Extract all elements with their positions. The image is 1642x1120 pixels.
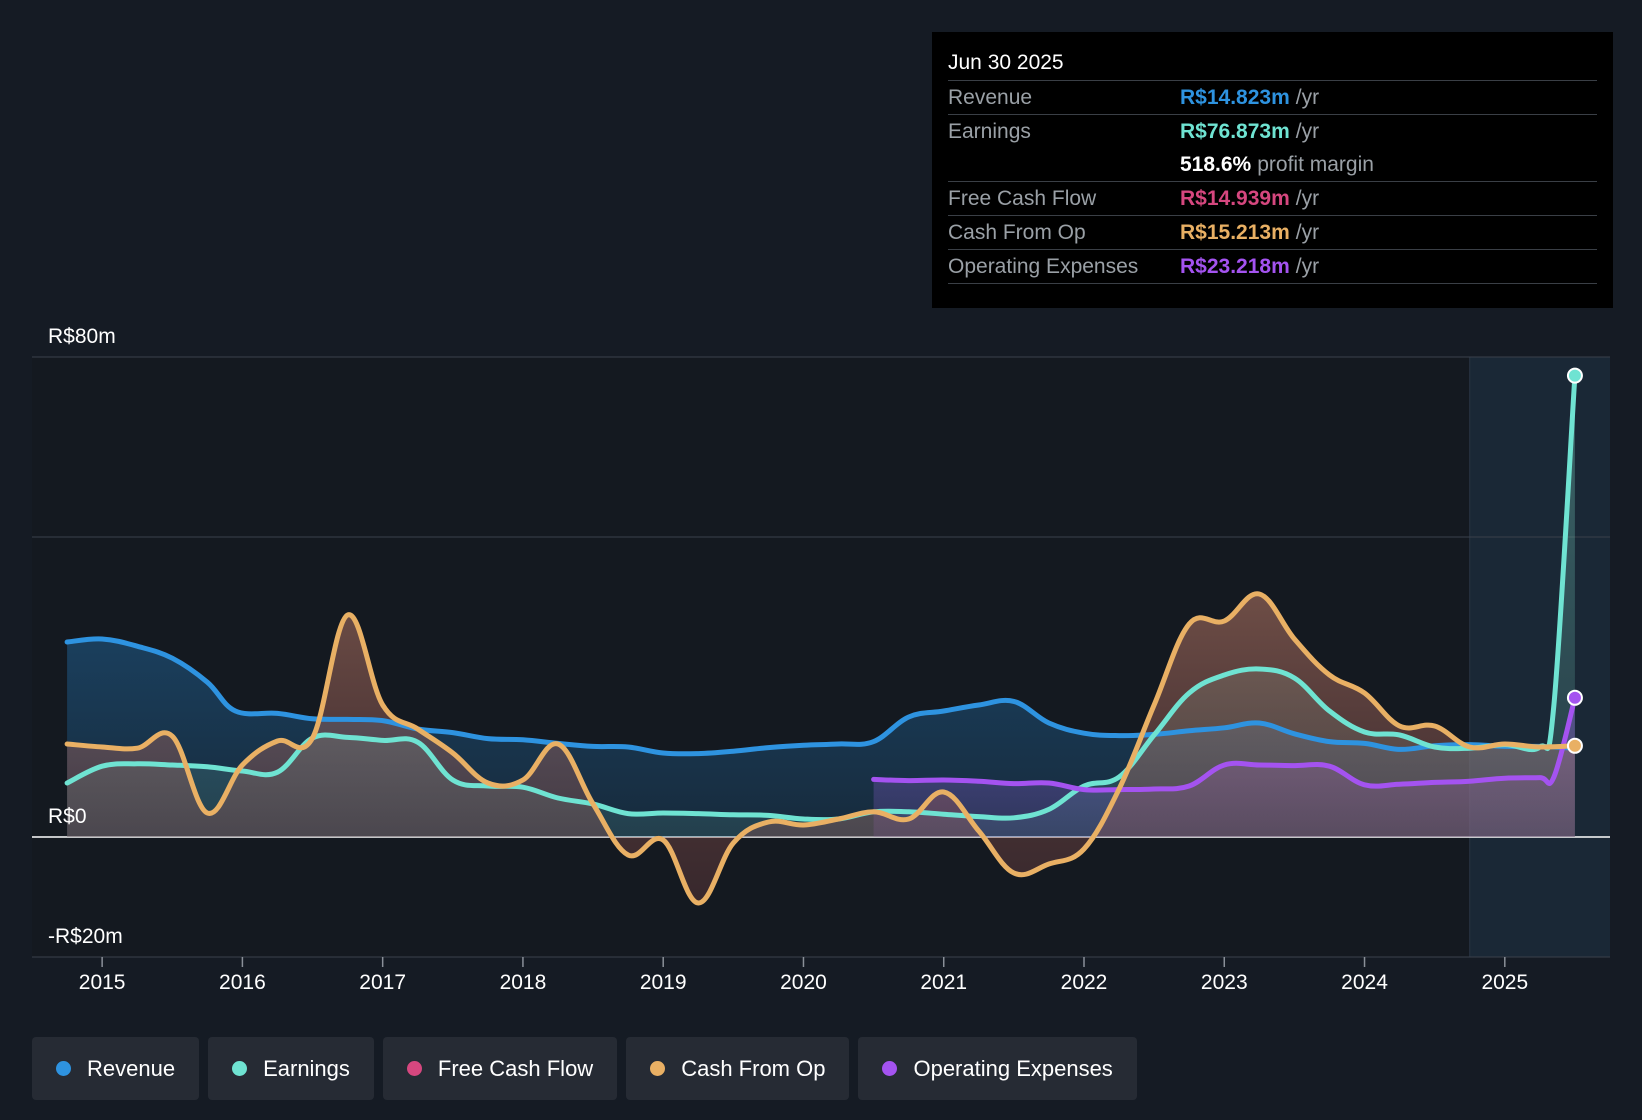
x-tick-label: 2016	[219, 971, 266, 994]
y-axis-labels: R$80m R$0 -R$20m	[48, 325, 123, 948]
y-tick-label: R$0	[48, 805, 87, 828]
tooltip-row-earnings: Earnings R$76.873m /yr	[948, 114, 1597, 148]
x-tick-label: 2018	[500, 971, 547, 994]
revenue-dot-icon	[56, 1061, 71, 1076]
earnings-dot-icon	[232, 1061, 248, 1076]
tooltip-label: Earnings	[948, 119, 1031, 143]
forecast-band	[1469, 357, 1610, 957]
x-tick-label: 2022	[1061, 971, 1108, 994]
operating-expenses-line	[871, 695, 1578, 793]
tooltip-value: R$14.823m	[1180, 85, 1290, 109]
tooltip-date: Jun 30 2025	[948, 51, 1064, 74]
x-tick-label: 2025	[1481, 971, 1528, 994]
tooltip-row-profit-margin: 518.6% profit margin	[948, 148, 1597, 181]
tooltip-value: R$14.939m	[1180, 186, 1290, 210]
tooltip-unit: /yr	[1295, 85, 1320, 109]
tooltip-row-revenue: Revenue R$14.823m /yr	[948, 80, 1597, 114]
operating-expenses-end-marker	[1566, 689, 1583, 706]
tooltip-unit: /yr	[1295, 220, 1320, 244]
legend-label: Revenue	[87, 1055, 176, 1081]
tooltip-row-cash-from-op: Cash From Op R$15.213m /yr	[948, 215, 1597, 249]
forecast-region	[1469, 357, 1610, 957]
y-tick-label: R$80m	[48, 325, 116, 348]
tooltip-unit: profit margin	[1257, 152, 1374, 176]
tooltip-unit: /yr	[1295, 186, 1320, 210]
earnings-end-marker	[1566, 367, 1583, 384]
cash-from-op-dot-icon	[650, 1061, 666, 1076]
tooltip-value: 518.6%	[1180, 152, 1252, 176]
tooltip-value: R$23.218m	[1180, 254, 1290, 278]
x-tick-label: 2024	[1341, 971, 1388, 994]
legend: Revenue Earnings Free Cash Flow Cash Fro…	[32, 1037, 1137, 1100]
tooltip-row-operating-expenses: Operating Expenses R$23.218m /yr	[948, 249, 1597, 284]
legend-label: Earnings	[263, 1055, 350, 1081]
cash-from-op-line	[64, 591, 1578, 906]
legend-label: Cash From Op	[681, 1055, 826, 1081]
cash-from-op-end-marker	[1566, 737, 1583, 754]
legend-item-free-cash-flow[interactable]: Free Cash Flow	[382, 1037, 618, 1100]
tooltip-label: Revenue	[948, 85, 1033, 109]
operating-expenses-dot-icon	[882, 1061, 898, 1076]
x-tick-label: 2015	[79, 971, 126, 994]
plot-background	[32, 357, 1610, 957]
tooltip-row-free-cash-flow: Free Cash Flow R$14.939m /yr	[948, 181, 1597, 215]
x-tick-label: 2017	[359, 971, 406, 994]
revenue-line	[64, 636, 1578, 757]
tooltip-unit: /yr	[1295, 119, 1320, 143]
x-axis-labels: 2015 2016 2017 2018 2019 2020 2021 2022 2023 2024…	[79, 957, 1528, 994]
tooltip-label: Operating Expenses	[948, 254, 1139, 278]
series-end-markers	[1566, 367, 1583, 754]
tooltip-value: R$76.873m	[1180, 119, 1290, 143]
legend-label: Operating Expenses	[913, 1055, 1113, 1081]
x-tick-label: 2021	[920, 971, 967, 994]
tooltip-panel: Jun 30 2025 Revenue R$14.823m /yr Earnin…	[932, 32, 1613, 308]
x-tick-label: 2019	[640, 971, 687, 994]
tooltip-value: R$15.213m	[1180, 220, 1290, 244]
tooltip-label: Free Cash Flow	[948, 186, 1097, 210]
x-tick-label: 2020	[780, 971, 827, 994]
legend-item-cash-from-op[interactable]: Cash From Op	[626, 1037, 850, 1100]
y-tick-label: -R$20m	[48, 925, 123, 948]
legend-label: Free Cash Flow	[437, 1055, 594, 1081]
x-tick-label: 2023	[1201, 971, 1248, 994]
cash-from-op-area	[67, 593, 1575, 904]
legend-item-revenue[interactable]: Revenue	[32, 1037, 200, 1100]
legend-item-earnings[interactable]: Earnings	[208, 1037, 374, 1100]
tooltip-unit: /yr	[1295, 254, 1320, 278]
legend-item-operating-expenses[interactable]: Operating Expenses	[858, 1037, 1137, 1100]
free-cash-flow-dot-icon	[406, 1061, 422, 1076]
tooltip-label: Cash From Op	[948, 220, 1086, 244]
series-lines	[64, 373, 1578, 906]
